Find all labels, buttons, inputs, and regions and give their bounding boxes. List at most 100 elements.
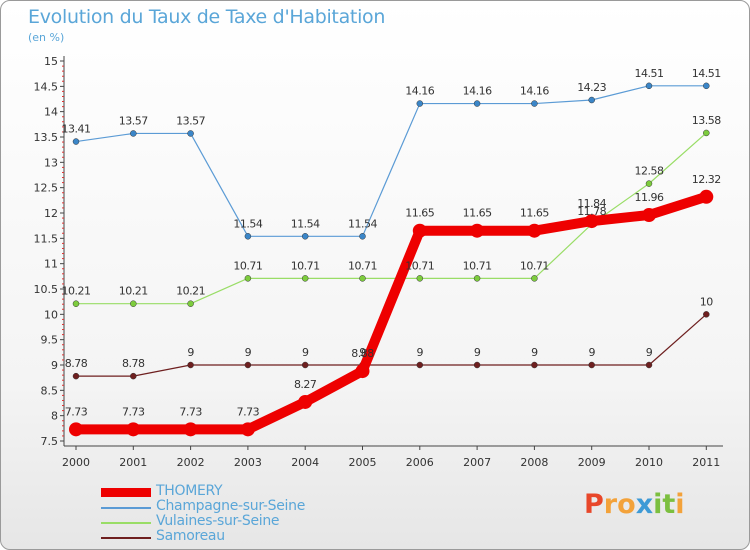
data-label: 10.21 xyxy=(62,285,91,298)
chart-title: Evolution du Taux de Taxe d'Habitation xyxy=(28,6,386,28)
data-label: 9 xyxy=(531,346,538,359)
data-point xyxy=(187,361,194,369)
data-label: 13.58 xyxy=(692,114,721,127)
data-label: 11.54 xyxy=(291,217,320,230)
data-label: 13.57 xyxy=(176,114,205,127)
data-point xyxy=(703,82,710,90)
data-point xyxy=(416,100,424,107)
data-point xyxy=(72,300,80,307)
data-point xyxy=(130,130,137,137)
data-point xyxy=(531,100,538,107)
data-label: 10.71 xyxy=(463,259,492,272)
legend-label: Samoreau xyxy=(156,528,225,544)
data-point xyxy=(355,364,370,379)
data-point xyxy=(240,422,255,437)
data-label: 14.23 xyxy=(577,81,606,94)
data-point xyxy=(183,422,198,437)
data-label: 7.73 xyxy=(237,405,260,418)
data-label: 8.88 xyxy=(351,347,374,360)
y-tick-label: 12.5 xyxy=(34,182,59,195)
data-point xyxy=(645,361,653,369)
x-tick-label: 2011 xyxy=(692,456,720,469)
data-label: 14.16 xyxy=(520,85,549,98)
data-label: 7.73 xyxy=(179,405,202,418)
y-tick-label: 8.5 xyxy=(41,384,59,397)
data-label: 10.71 xyxy=(520,259,549,272)
data-point xyxy=(642,208,656,223)
chart-legend: THOMERY Champagne-sur-Seine Vulaines-sur-S… xyxy=(101,483,361,545)
logo-letter: P xyxy=(584,489,604,520)
x-tick-label: 2003 xyxy=(234,456,262,469)
data-label: 11.65 xyxy=(405,207,434,220)
data-point xyxy=(301,361,309,369)
data-label: 10.71 xyxy=(348,259,377,272)
data-point xyxy=(527,223,542,238)
legend-item: THOMERY xyxy=(101,483,361,500)
data-point xyxy=(584,214,599,229)
legend-swatch xyxy=(101,506,151,509)
y-tick-label: 13.5 xyxy=(34,131,59,144)
y-tick-label: 9.5 xyxy=(41,334,59,347)
x-tick-label: 2008 xyxy=(520,456,548,469)
x-tick-label: 2005 xyxy=(349,456,377,469)
series-line-samoreau xyxy=(75,313,707,377)
data-label: 12.58 xyxy=(635,165,664,178)
data-label: 9 xyxy=(646,346,653,359)
data-label: 11.54 xyxy=(348,217,377,230)
data-label: 9 xyxy=(417,346,424,359)
data-label: 11.96 xyxy=(635,191,664,204)
y-tick-label: 7.5 xyxy=(41,435,59,448)
data-point xyxy=(298,394,313,409)
legend-item: Champagne-sur-Seine xyxy=(101,498,361,515)
data-label: 9 xyxy=(474,346,481,359)
legend-swatch xyxy=(101,488,151,497)
data-label: 9 xyxy=(359,346,366,359)
data-label: 10.71 xyxy=(233,259,262,272)
data-point xyxy=(130,372,137,380)
data-point xyxy=(645,180,653,187)
legend-label: Champagne-sur-Seine xyxy=(156,498,306,514)
data-label: 9 xyxy=(245,346,252,359)
legend-label: THOMERY xyxy=(156,483,223,499)
data-point xyxy=(412,223,427,238)
data-label: 11.54 xyxy=(233,217,262,230)
data-label: 14.51 xyxy=(692,67,721,80)
data-label: 11.65 xyxy=(463,207,492,220)
data-label: 8.78 xyxy=(122,357,145,370)
data-label: 12.32 xyxy=(692,173,721,186)
logo-letter: o xyxy=(617,489,636,520)
data-point xyxy=(126,422,141,437)
data-label: 14.16 xyxy=(463,85,492,98)
y-tick-label: 11 xyxy=(44,258,58,271)
data-point xyxy=(301,233,309,240)
data-point xyxy=(473,100,481,107)
logo-letter: t xyxy=(662,489,676,520)
data-label: 13.41 xyxy=(62,123,91,136)
data-label: 10.71 xyxy=(291,259,320,272)
data-point xyxy=(703,129,710,137)
data-point xyxy=(130,300,137,307)
data-label: 14.16 xyxy=(405,85,434,98)
data-point xyxy=(699,189,714,204)
data-point xyxy=(359,275,366,282)
data-label: 9 xyxy=(588,346,595,359)
y-tick-label: 10 xyxy=(44,308,58,321)
chart-subtitle: (en %) xyxy=(28,31,65,44)
data-point xyxy=(416,361,424,369)
data-label: 10.21 xyxy=(119,285,148,298)
data-point xyxy=(359,233,366,240)
data-point xyxy=(531,275,538,282)
data-label: 11.65 xyxy=(520,207,549,220)
data-label: 9 xyxy=(302,346,309,359)
series-line-champagne-sur-seine xyxy=(75,85,707,237)
data-point xyxy=(473,361,481,369)
logo-letter: x xyxy=(635,489,654,520)
data-point xyxy=(187,300,194,307)
data-point xyxy=(72,372,80,380)
data-point xyxy=(470,223,485,238)
data-point xyxy=(703,311,710,318)
x-tick-label: 2002 xyxy=(177,456,205,469)
series-line-thomery xyxy=(71,191,712,435)
y-tick-label: 15 xyxy=(44,55,58,68)
